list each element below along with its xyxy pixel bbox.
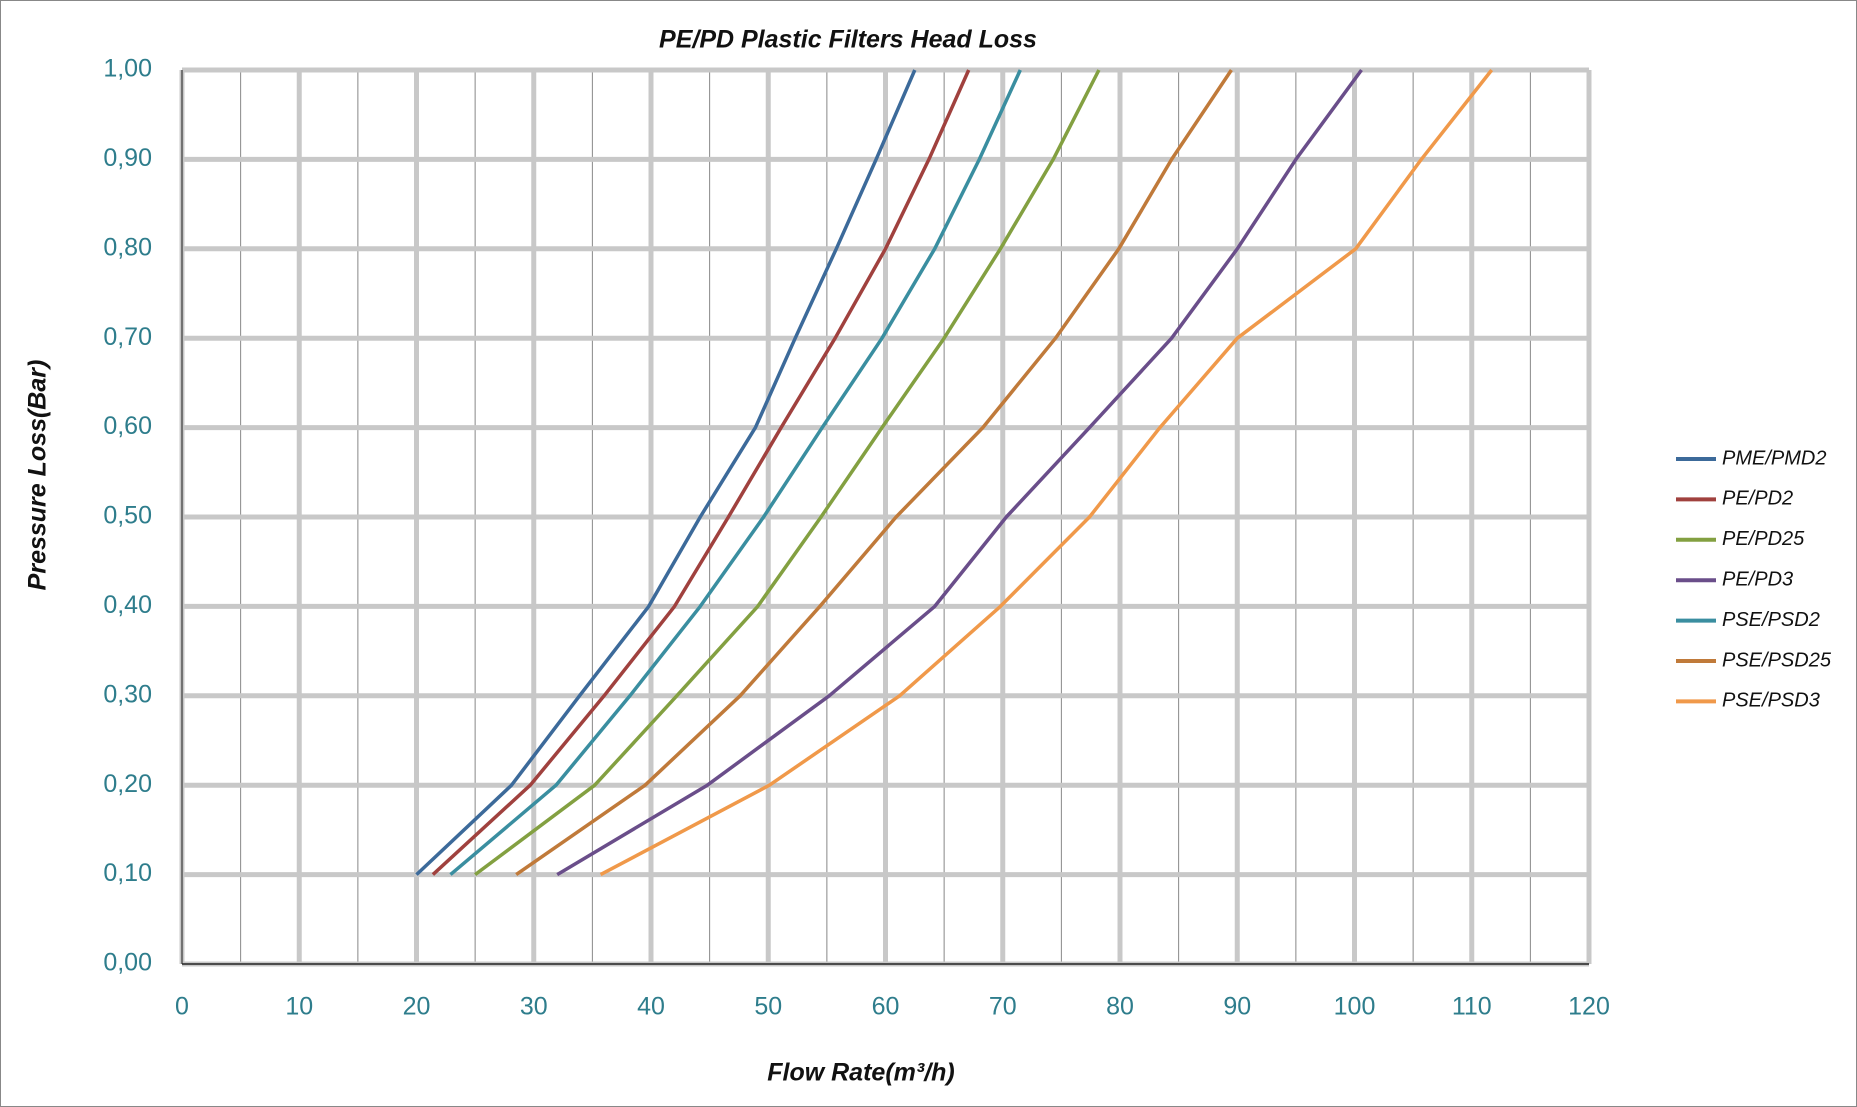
x-tick-label: 60 [872,993,900,1021]
y-tick-label: 0,80 [103,233,152,261]
y-tick-label: 0,10 [103,859,152,887]
data-line [515,69,1233,877]
data-line [415,69,917,876]
y-tick-label: 0,20 [103,770,152,798]
y-tick-label: 0,50 [103,502,152,530]
x-tick-label: 110 [1452,993,1492,1021]
y-axis-title: Pressure Loss(Bar) [24,360,52,591]
y-tick-label: 0,40 [103,591,152,619]
legend-label: PE/PD3 [1722,568,1793,590]
x-tick-label: 20 [403,993,431,1021]
x-tick-label: 90 [1223,993,1251,1021]
y-tick-label: 0,90 [103,144,152,172]
x-tick-label: 0 [175,993,189,1021]
y-tick-label: 0,60 [103,412,152,440]
legend-label: PE/PD25 [1722,528,1805,550]
legend-label: PSE/PSD25 [1722,649,1832,671]
x-tick-label: 70 [989,993,1017,1021]
legend-label: PME/PMD2 [1722,447,1826,469]
chart-title: PE/PD Plastic Filters Head Loss [659,26,1037,54]
data-line [474,69,1101,877]
x-tick-label: 10 [285,993,313,1021]
x-tick-label: 40 [637,993,665,1021]
x-axis-title: Flow Rate(m³/h) [767,1059,955,1087]
data-line [449,69,1022,876]
legend-label: PE/PD2 [1722,488,1793,510]
x-tick-label: 120 [1568,993,1610,1021]
x-tick-label: 30 [520,993,548,1021]
x-tick-label: 80 [1106,993,1134,1021]
y-tick-label: 1,00 [103,55,152,83]
y-tick-label: 0,00 [103,949,152,977]
data-line [431,69,971,876]
data-line [599,68,1494,877]
legend-label: PSE/PSD3 [1722,690,1820,712]
y-tick-label: 0,70 [103,323,152,351]
x-tick-label: 50 [754,993,782,1021]
data-line [556,68,1363,877]
legend-label: PSE/PSD2 [1722,609,1820,631]
y-tick-label: 0,30 [103,680,152,708]
x-tick-label: 100 [1334,993,1376,1021]
